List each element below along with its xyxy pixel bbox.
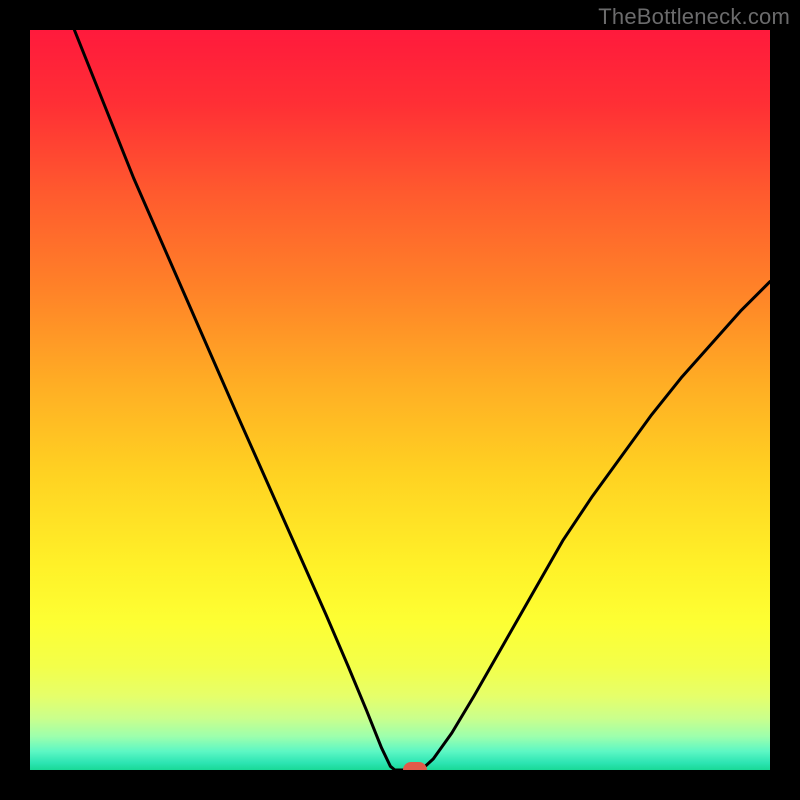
- plot-svg: [30, 30, 770, 770]
- gradient-background: [30, 30, 770, 770]
- current-point-marker: [403, 762, 427, 770]
- plot-area: [30, 30, 770, 770]
- watermark-text: TheBottleneck.com: [598, 4, 790, 30]
- chart-frame: TheBottleneck.com: [0, 0, 800, 800]
